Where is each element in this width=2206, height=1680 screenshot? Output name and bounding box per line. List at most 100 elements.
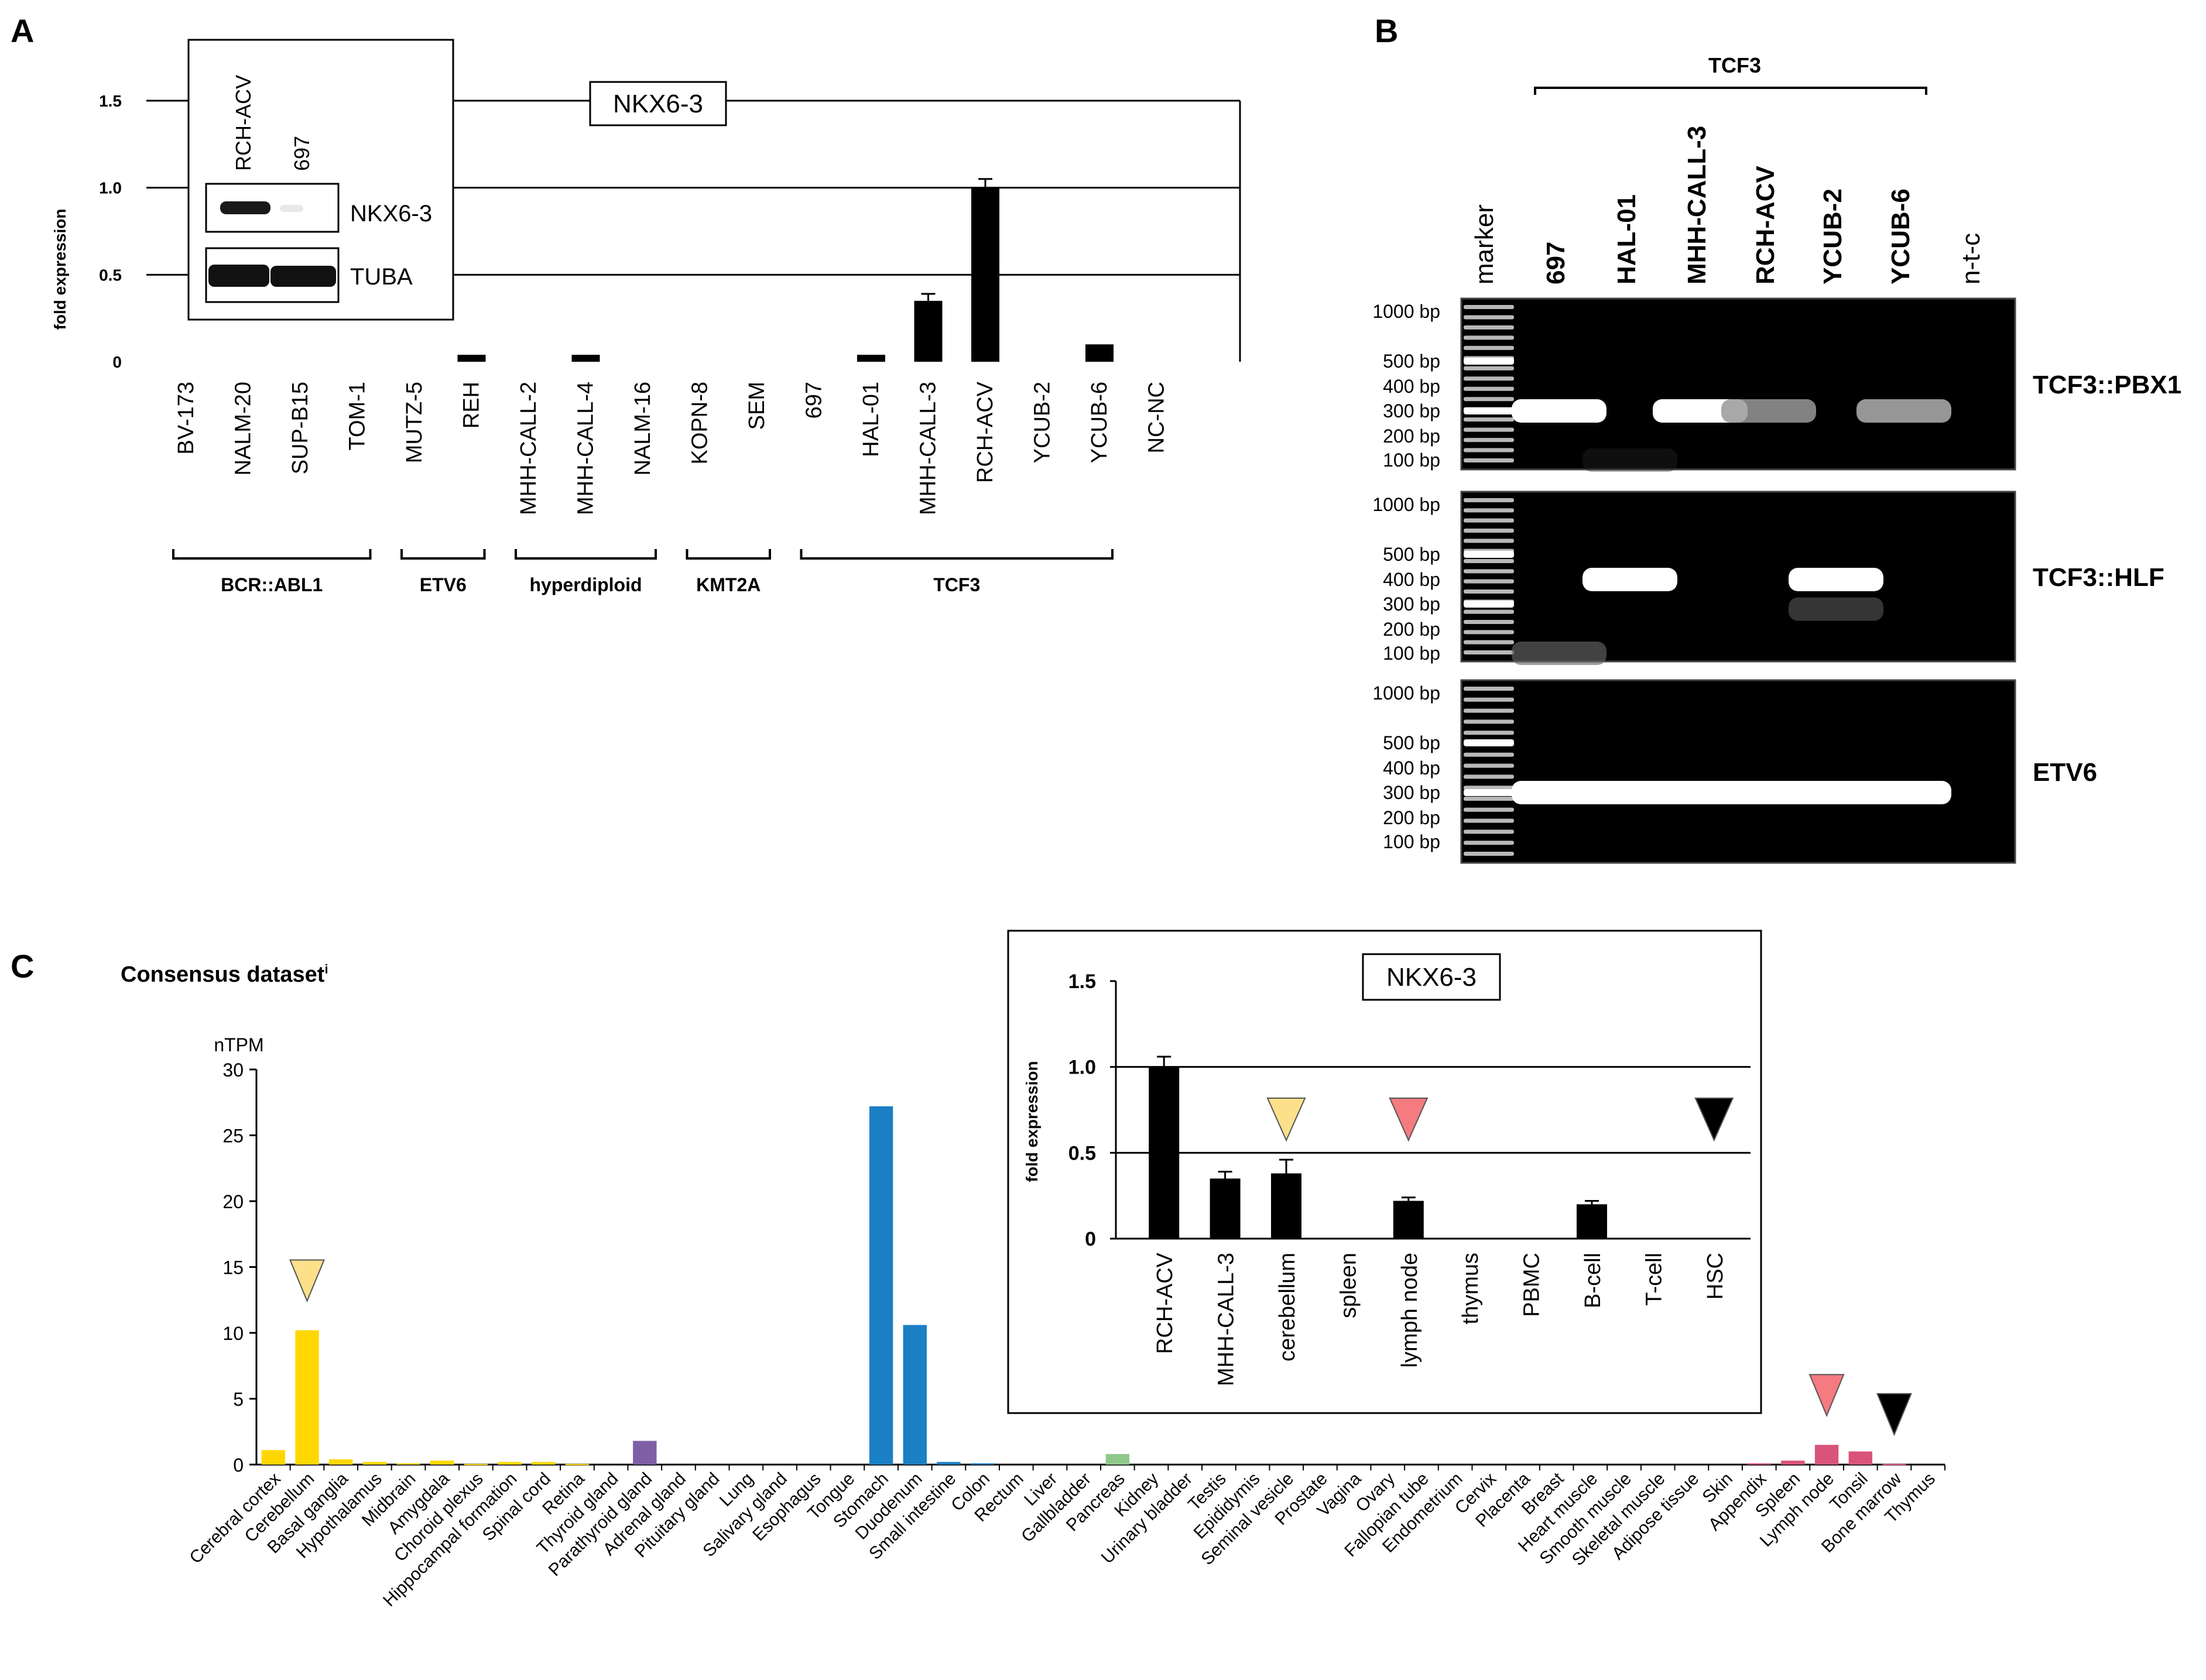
inset-x-label: T-cell xyxy=(1642,1253,1666,1306)
wb-band xyxy=(270,266,336,287)
panel-c-marker-triangle xyxy=(1808,1374,1845,1417)
panel-c-bar xyxy=(532,1462,556,1465)
panel-a-y-ticks: 0 0.5 1.0 1.5 xyxy=(99,92,122,371)
inset-y-axis-label: fold expression xyxy=(1023,1061,1041,1182)
panel-a-y-tick-label: 1.5 xyxy=(99,92,122,110)
gel-ladder-band xyxy=(1464,807,1514,812)
gel-ladder-label: 500 bp xyxy=(1383,351,1440,372)
panel-a-chart: 0 0.5 1.0 1.5 fold expression BV-173 NALM-20… xyxy=(51,39,1241,595)
panel-c-title-text: Consensus dataset xyxy=(121,962,325,987)
gel-ladder-label: 400 bp xyxy=(1383,376,1440,397)
panel-c-marker-triangle xyxy=(289,1259,326,1303)
panel-a-group-label: TCF3 xyxy=(933,574,980,595)
gel-ladder-band xyxy=(1464,325,1514,330)
gel-band xyxy=(1582,448,1677,472)
panel-a-bar xyxy=(571,355,600,362)
wb-band-label: TUBA xyxy=(350,264,413,290)
gel-ladder-band xyxy=(1464,763,1514,768)
panel-c-bar xyxy=(295,1330,319,1465)
panel-a-group-bracket xyxy=(172,549,372,560)
panel-a-x-label: REH xyxy=(460,382,484,428)
panel-a-title: NKX6-3 xyxy=(613,90,703,118)
gel-band xyxy=(1512,642,1606,665)
panel-a-x-label: MHH-CALL-2 xyxy=(516,382,541,515)
panel-c-bar xyxy=(396,1463,420,1465)
panel-c-bar xyxy=(498,1462,522,1465)
gel-group-bracket xyxy=(1534,87,1927,95)
panel-a-x-label: YCUB-2 xyxy=(1030,382,1055,463)
gel-ladder-label: 100 bp xyxy=(1383,450,1440,471)
panel-a-group-label: KMT2A xyxy=(696,574,761,595)
inset-title: NKX6-3 xyxy=(1386,963,1477,992)
wb-band-label: NKX6-3 xyxy=(350,201,432,227)
inset-y-ticks: 0 0.5 1.0 1.5 xyxy=(1068,971,1096,1250)
gel-ladder-band xyxy=(1464,818,1514,823)
gel-ladder-label: 300 bp xyxy=(1383,782,1440,803)
panel-a-x-label: HAL-01 xyxy=(859,382,883,457)
panel-a-x-label: KOPN-8 xyxy=(688,382,713,464)
gel-ladder-band xyxy=(1464,739,1514,746)
panel-c-inset: 0 0.5 1.0 1.5 fold expression RCH-ACV MHH-CA… xyxy=(1007,930,1762,1414)
gel-ladder-band xyxy=(1464,551,1514,558)
gel-ladder-band xyxy=(1464,417,1514,422)
panel-a-x-label: MUTZ-5 xyxy=(402,382,427,463)
gel-panels: 1000 bp 500 bp 400 bp 300 bp 200 bp 100 bp TCF… xyxy=(1372,297,2181,864)
gel-ladder-band xyxy=(1464,438,1514,443)
panel-a-x-label: NC-NC xyxy=(1145,382,1169,453)
gel-ladder-band xyxy=(1464,829,1514,834)
panel-a-x-label: TOM-1 xyxy=(345,382,370,451)
inset-x-label: MHH-CALL-3 xyxy=(1214,1253,1239,1386)
wb-band xyxy=(220,201,270,214)
inset-x-label: spleen xyxy=(1336,1253,1361,1318)
panel-a-y-axis-label: fold expression xyxy=(51,209,69,330)
panel-label-a: A xyxy=(11,12,34,49)
inset-x-label: lymph node xyxy=(1397,1253,1422,1367)
gel-ladder-band xyxy=(1464,640,1514,644)
gel-ladder-band xyxy=(1464,841,1514,845)
gel-ladder-band xyxy=(1464,569,1514,574)
panel-c-bar xyxy=(1105,1454,1130,1465)
panel-a-x-label: YCUB-6 xyxy=(1087,382,1112,463)
panel-c-bar xyxy=(261,1450,286,1465)
gel-ladder-band xyxy=(1464,518,1514,523)
panel-c-bar xyxy=(869,1106,893,1465)
gel-ladder-band xyxy=(1464,358,1514,365)
gel-lane-label: HAL-01 xyxy=(1612,194,1641,284)
inset-bar xyxy=(1577,1204,1607,1239)
panel-a-x-label: SUP-B15 xyxy=(288,382,313,474)
gel-ladder-band xyxy=(1464,752,1514,757)
panel-c-title-superscript: i xyxy=(324,962,328,976)
panel-a-x-label: NALM-20 xyxy=(231,382,256,476)
gel-ladder-band xyxy=(1464,687,1514,691)
panel-label-c: C xyxy=(11,948,34,985)
gel-lane-label: RCH-ACV xyxy=(1751,165,1780,284)
gel-ladder-band xyxy=(1464,630,1514,635)
gel-ladder-band xyxy=(1464,345,1514,350)
gel-ladder-band xyxy=(1464,797,1514,801)
panel-c-y-tick-label: 5 xyxy=(233,1389,244,1410)
panel-a-x-label: BV-173 xyxy=(174,382,198,455)
panel-a-group-bracket xyxy=(686,549,771,560)
panel-c-bar xyxy=(329,1459,353,1465)
inset-x-label: cerebellum xyxy=(1275,1253,1300,1362)
gel-image xyxy=(1460,491,2016,663)
gel-ladder-label: 500 bp xyxy=(1383,732,1440,753)
inset-y-tick-label: 1.0 xyxy=(1068,1057,1096,1079)
gel-ladder-band xyxy=(1464,601,1514,608)
panel-a-x-label: 697 xyxy=(802,382,827,419)
gel-ladder-band xyxy=(1464,589,1514,594)
panel-c-y-tick-label: 0 xyxy=(233,1455,244,1476)
inset-bar xyxy=(1393,1201,1424,1239)
inset-bar xyxy=(1210,1178,1241,1239)
panel-a-group-label: hyperdiploid xyxy=(530,574,642,595)
inset-y-tick-label: 0 xyxy=(1085,1228,1096,1250)
gel-panel-name: TCF3::HLF xyxy=(2033,563,2164,592)
gel-ladder-band xyxy=(1464,708,1514,713)
gel-ladder-band xyxy=(1464,448,1514,452)
panel-c-bar xyxy=(1747,1463,1771,1465)
gel-ladder-band xyxy=(1464,366,1514,371)
inset-x-label: B-cell xyxy=(1581,1253,1605,1308)
panel-a-groups: BCR::ABL1 ETV6 hyperdiploid KMT2A TCF3 xyxy=(172,549,1114,595)
gel-ladder-band xyxy=(1464,458,1514,462)
